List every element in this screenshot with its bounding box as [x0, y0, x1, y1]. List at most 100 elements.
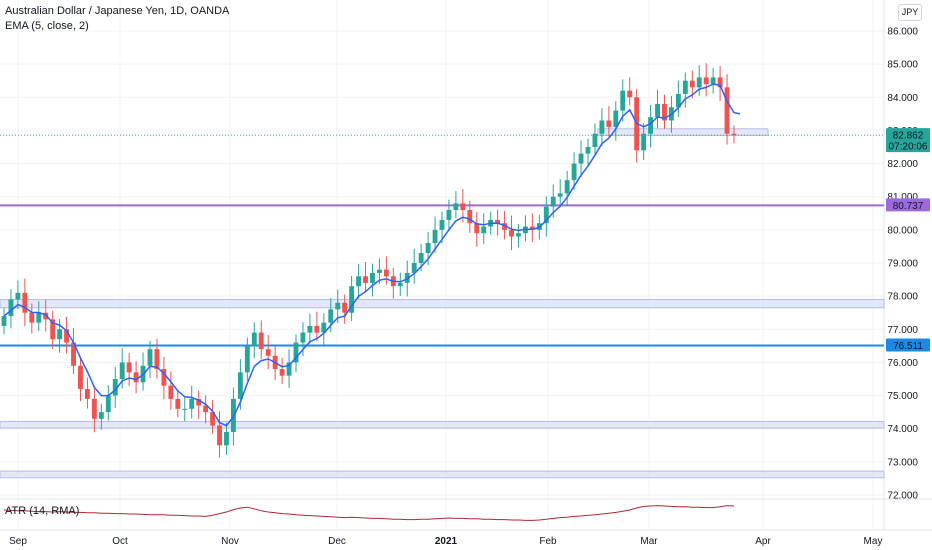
last-price-badge-bg [886, 128, 930, 153]
time-tick-label: Apr [755, 536, 771, 547]
candle-body [543, 206, 549, 224]
candle [446, 199, 452, 231]
candle [342, 294, 348, 324]
candle-body [585, 147, 591, 154]
candle [224, 422, 229, 455]
candle-body [592, 133, 598, 147]
candle-body [203, 405, 209, 413]
candle [481, 213, 487, 245]
candle-body [133, 372, 139, 383]
candle-body [1, 316, 7, 326]
candle-body [648, 117, 654, 134]
candle [474, 211, 480, 247]
candle [557, 179, 563, 205]
candle [29, 303, 35, 334]
candle [564, 170, 570, 206]
candle-body [404, 272, 410, 283]
atr-pane [3, 505, 735, 521]
time-tick-label: May [864, 536, 883, 547]
candle-body [265, 349, 271, 356]
currency-button[interactable]: JPY [898, 4, 922, 21]
candle-body [710, 77, 716, 85]
candle [321, 313, 327, 345]
candle-body [314, 325, 320, 333]
candle-body [258, 332, 264, 350]
price-axis[interactable]: 72.000 73.000 74.000 75.000 76.000 77.000 78.0… [886, 27, 930, 502]
candle-body [105, 395, 111, 413]
candle [432, 216, 438, 253]
candle-body [606, 120, 612, 128]
candle-body [57, 329, 63, 340]
candle [696, 65, 702, 96]
candle [84, 377, 90, 409]
candle [731, 125, 737, 144]
price-tick-label: 81.000 [887, 192, 918, 203]
candle-body [91, 398, 97, 419]
time-axis[interactable]: Sep Oct Nov Dec 2021 Feb Mar Apr May [9, 536, 882, 547]
candle-body [119, 362, 125, 379]
ema-indicator-label[interactable]: EMA (5, close, 2) [5, 20, 89, 32]
level-lower-badge: 76.511 [886, 338, 930, 352]
candle-body [550, 196, 556, 207]
candle-body [599, 120, 605, 134]
candle [71, 328, 76, 375]
ema-line-layer [3, 83, 741, 427]
candle-body [210, 412, 216, 426]
candle [675, 80, 681, 117]
candle-body [509, 229, 514, 237]
candle-body [182, 408, 188, 410]
sr-zone [0, 298, 885, 309]
sr-zone [0, 420, 885, 429]
candles[interactable] [1, 63, 737, 458]
level-upper-badge-text: 80.737 [893, 201, 924, 212]
candle-body [36, 312, 42, 323]
sr-zone [597, 128, 769, 136]
candle [516, 223, 521, 248]
candle-body [307, 325, 313, 333]
candle-body [22, 292, 28, 313]
candle-body [453, 203, 459, 210]
candle [147, 340, 153, 379]
candle-body [189, 398, 195, 409]
atr-indicator-label[interactable]: ATR (14, RMA) [5, 505, 80, 517]
candle-body [689, 80, 695, 88]
candle-body [286, 362, 292, 376]
candle [627, 77, 633, 106]
candle [724, 74, 730, 145]
candle-body [71, 342, 76, 366]
candle-body [349, 286, 355, 313]
candle-body [724, 87, 730, 134]
price-tick-label: 86.000 [887, 27, 918, 38]
candle [161, 356, 167, 400]
candle [356, 263, 362, 299]
last-price-badge-text: 82.862 [893, 131, 924, 142]
candle-body [84, 388, 90, 399]
price-tick-label: 72.000 [887, 491, 918, 502]
candle [286, 349, 292, 388]
candle-body [64, 329, 70, 343]
candle [682, 72, 688, 108]
candle [620, 79, 626, 122]
candle [390, 267, 396, 299]
candle-body [675, 93, 681, 108]
level-upper-badge-bg [886, 198, 930, 212]
candle [105, 385, 111, 421]
price-tick-label: 77.000 [887, 325, 918, 336]
candle-body [279, 369, 285, 376]
candle-body [717, 77, 723, 88]
price-tick-label: 82.000 [887, 159, 918, 170]
candle-body [15, 292, 21, 300]
candle [189, 385, 195, 419]
candle-body [370, 272, 375, 283]
candle-body [196, 398, 202, 406]
candle [196, 390, 202, 420]
price-tick-label: 74.000 [887, 424, 918, 435]
candle [22, 278, 28, 327]
candle-body [383, 269, 389, 277]
candle-body [557, 193, 563, 197]
candle-body [425, 243, 431, 254]
candle-body [251, 332, 257, 346]
candle-body [731, 133, 737, 136]
